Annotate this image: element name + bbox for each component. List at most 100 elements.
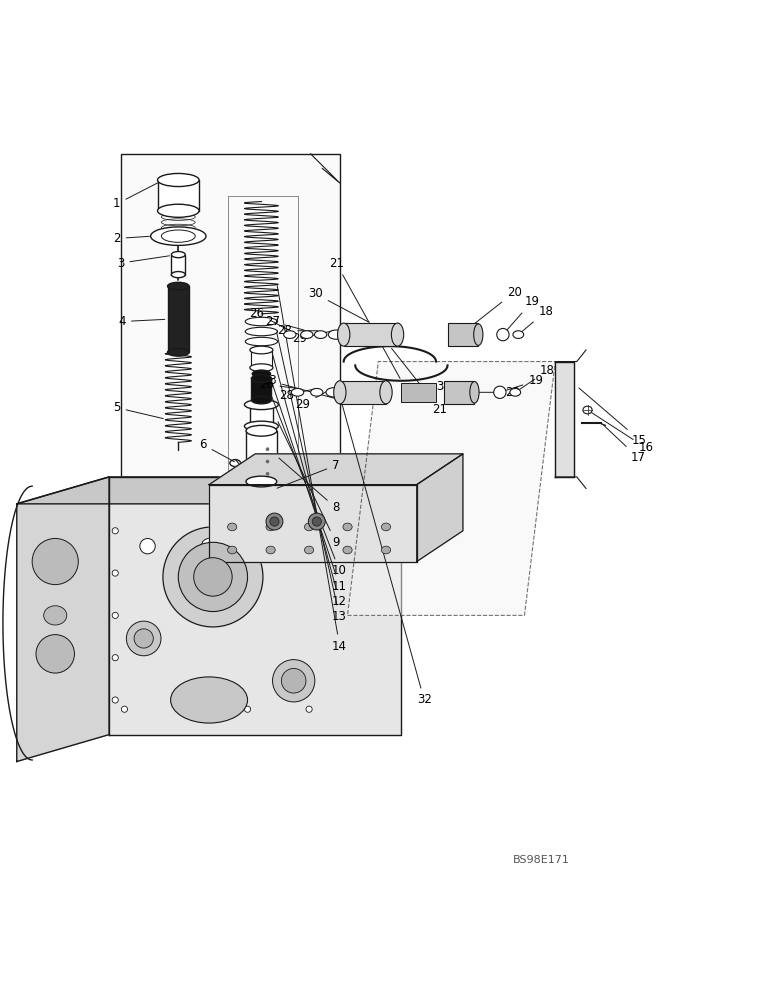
Ellipse shape [201, 538, 217, 554]
Bar [401, 383, 436, 402]
Ellipse shape [266, 546, 276, 554]
Ellipse shape [252, 370, 271, 378]
Ellipse shape [178, 542, 248, 612]
Ellipse shape [326, 388, 341, 397]
Ellipse shape [250, 364, 273, 372]
Text: 8: 8 [279, 458, 340, 514]
Ellipse shape [324, 538, 340, 554]
Ellipse shape [228, 523, 237, 531]
Text: 26: 26 [259, 378, 295, 391]
Ellipse shape [310, 388, 323, 396]
Text: 18: 18 [517, 364, 555, 391]
Ellipse shape [163, 527, 263, 627]
Ellipse shape [510, 388, 520, 396]
Text: 21: 21 [391, 348, 447, 416]
Text: 7: 7 [277, 459, 340, 488]
Bar [120, 154, 340, 485]
Ellipse shape [470, 382, 479, 403]
Bar [251, 350, 273, 368]
Ellipse shape [246, 484, 277, 495]
Ellipse shape [112, 570, 118, 576]
Text: 5: 5 [113, 401, 164, 419]
Ellipse shape [151, 227, 206, 245]
Ellipse shape [250, 346, 273, 354]
Ellipse shape [391, 323, 404, 346]
Polygon shape [17, 477, 109, 762]
Ellipse shape [328, 330, 344, 339]
Text: 28: 28 [279, 389, 314, 402]
Ellipse shape [253, 485, 270, 493]
Polygon shape [209, 485, 417, 562]
Text: 9: 9 [278, 422, 340, 549]
Ellipse shape [140, 538, 155, 554]
Ellipse shape [228, 546, 237, 554]
Ellipse shape [273, 660, 315, 702]
Ellipse shape [230, 460, 241, 467]
Ellipse shape [252, 375, 272, 382]
Text: 30: 30 [308, 287, 368, 322]
Text: 29: 29 [296, 389, 331, 411]
Bar [168, 286, 189, 352]
Ellipse shape [112, 655, 118, 661]
Ellipse shape [161, 230, 195, 242]
Polygon shape [228, 196, 297, 491]
Ellipse shape [334, 381, 346, 404]
Text: 3: 3 [117, 256, 169, 270]
Ellipse shape [245, 421, 279, 431]
Ellipse shape [36, 635, 74, 673]
Ellipse shape [112, 612, 118, 618]
Ellipse shape [337, 323, 350, 346]
Ellipse shape [171, 677, 248, 723]
Ellipse shape [304, 523, 313, 531]
Ellipse shape [266, 513, 283, 530]
Ellipse shape [380, 381, 392, 404]
Ellipse shape [304, 546, 313, 554]
Bar [448, 323, 479, 346]
Ellipse shape [300, 331, 313, 338]
Ellipse shape [281, 668, 306, 693]
Text: 19: 19 [505, 295, 540, 333]
Text: 19: 19 [503, 374, 543, 391]
Bar [157, 180, 199, 211]
Ellipse shape [134, 629, 154, 648]
Ellipse shape [245, 327, 278, 336]
Text: 27: 27 [265, 315, 304, 330]
Text: 20: 20 [462, 286, 522, 333]
Ellipse shape [168, 348, 189, 356]
Text: 32: 32 [340, 399, 432, 706]
Ellipse shape [308, 513, 325, 530]
Ellipse shape [245, 400, 279, 410]
Bar [444, 381, 475, 404]
Ellipse shape [171, 272, 185, 278]
Ellipse shape [32, 538, 78, 585]
Ellipse shape [493, 386, 506, 398]
Ellipse shape [314, 331, 327, 338]
Ellipse shape [245, 337, 278, 346]
Ellipse shape [44, 606, 66, 625]
Text: 12: 12 [272, 353, 347, 608]
Ellipse shape [157, 173, 199, 187]
Bar [252, 378, 272, 400]
Ellipse shape [291, 388, 303, 396]
Ellipse shape [306, 706, 312, 712]
Bar [246, 431, 277, 482]
Polygon shape [555, 362, 574, 477]
Polygon shape [109, 477, 401, 735]
Ellipse shape [266, 472, 269, 475]
Bar [344, 323, 398, 346]
Ellipse shape [496, 328, 509, 341]
Bar [340, 381, 386, 404]
Text: 20: 20 [459, 386, 520, 399]
Text: 15: 15 [579, 388, 647, 447]
Text: BS98E171: BS98E171 [513, 855, 570, 865]
Text: 6: 6 [199, 438, 235, 462]
Polygon shape [347, 362, 555, 615]
Text: 18: 18 [520, 305, 554, 333]
Ellipse shape [381, 523, 391, 531]
Ellipse shape [121, 706, 127, 712]
Ellipse shape [171, 252, 185, 258]
Ellipse shape [245, 317, 278, 326]
Text: 21: 21 [329, 257, 400, 378]
Bar [250, 405, 273, 426]
Ellipse shape [270, 517, 279, 526]
